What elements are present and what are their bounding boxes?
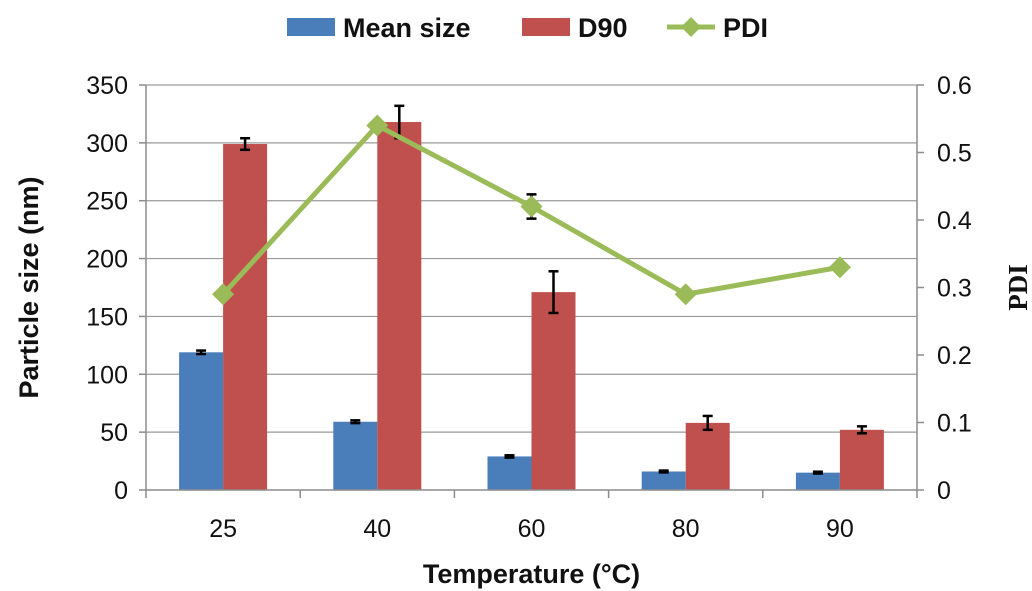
- y-tick-label: 0: [114, 477, 128, 505]
- bar-d90: [223, 144, 268, 490]
- legend: Mean size D90 PDI: [287, 13, 768, 43]
- pdi-marker: [366, 114, 389, 137]
- x-tick-label: 25: [209, 515, 237, 543]
- legend-marker: [681, 17, 701, 37]
- y-tick-label: 250: [86, 188, 128, 216]
- y2-tick-label: 0.5: [937, 140, 972, 168]
- y2-tick-label: 0.6: [937, 72, 972, 100]
- pdi-marker: [828, 256, 851, 279]
- legend-label: D90: [578, 13, 628, 43]
- bar-mean-size: [179, 352, 224, 490]
- x-tick-label: 40: [363, 515, 391, 543]
- y-axis-title: Particle size (nm): [14, 176, 44, 398]
- y2-tick-label: 0: [937, 477, 951, 505]
- pdi-marker: [212, 283, 235, 306]
- legend-swatch: [522, 18, 570, 36]
- y2-tick-label: 0.3: [937, 275, 972, 303]
- bar-mean-size: [333, 421, 378, 490]
- bar-mean-size: [795, 472, 840, 490]
- bar-d90: [531, 292, 576, 490]
- bar-mean-size: [641, 471, 686, 490]
- x-axis-title: Temperature (°C): [423, 559, 640, 589]
- y-tick-label: 50: [100, 419, 128, 447]
- y-tick-label: 200: [86, 246, 128, 274]
- y-tick-label: 300: [86, 130, 128, 158]
- pdi-line-series: [212, 114, 851, 306]
- bar-mean-size: [487, 456, 532, 490]
- bar-d90: [839, 429, 884, 490]
- pdi-marker: [674, 283, 697, 306]
- x-tick-label: 90: [826, 515, 854, 543]
- y2-tick-label: 0.1: [937, 410, 972, 438]
- bars: [179, 122, 884, 491]
- y-tick-label: 150: [86, 303, 128, 331]
- bar-d90: [685, 422, 730, 490]
- pdi-marker: [520, 195, 543, 218]
- tick-labels: 0 50 100 150 200 250 300 350 0 0.1 0.2 0.3 0.4 0.5 0.6…: [86, 72, 972, 543]
- axes: [139, 84, 924, 498]
- y-tick-label: 100: [86, 361, 128, 389]
- y-tick-label: 350: [86, 72, 128, 100]
- y2-axis-title: PDI: [1003, 264, 1032, 311]
- bar-d90: [377, 122, 422, 491]
- legend-label: PDI: [723, 13, 768, 43]
- y2-tick-label: 0.4: [937, 207, 972, 235]
- x-tick-label: 60: [518, 515, 546, 543]
- y2-tick-label: 0.2: [937, 342, 972, 370]
- legend-swatch: [287, 18, 335, 36]
- legend-label: Mean size: [343, 13, 471, 43]
- x-tick-label: 80: [672, 515, 700, 543]
